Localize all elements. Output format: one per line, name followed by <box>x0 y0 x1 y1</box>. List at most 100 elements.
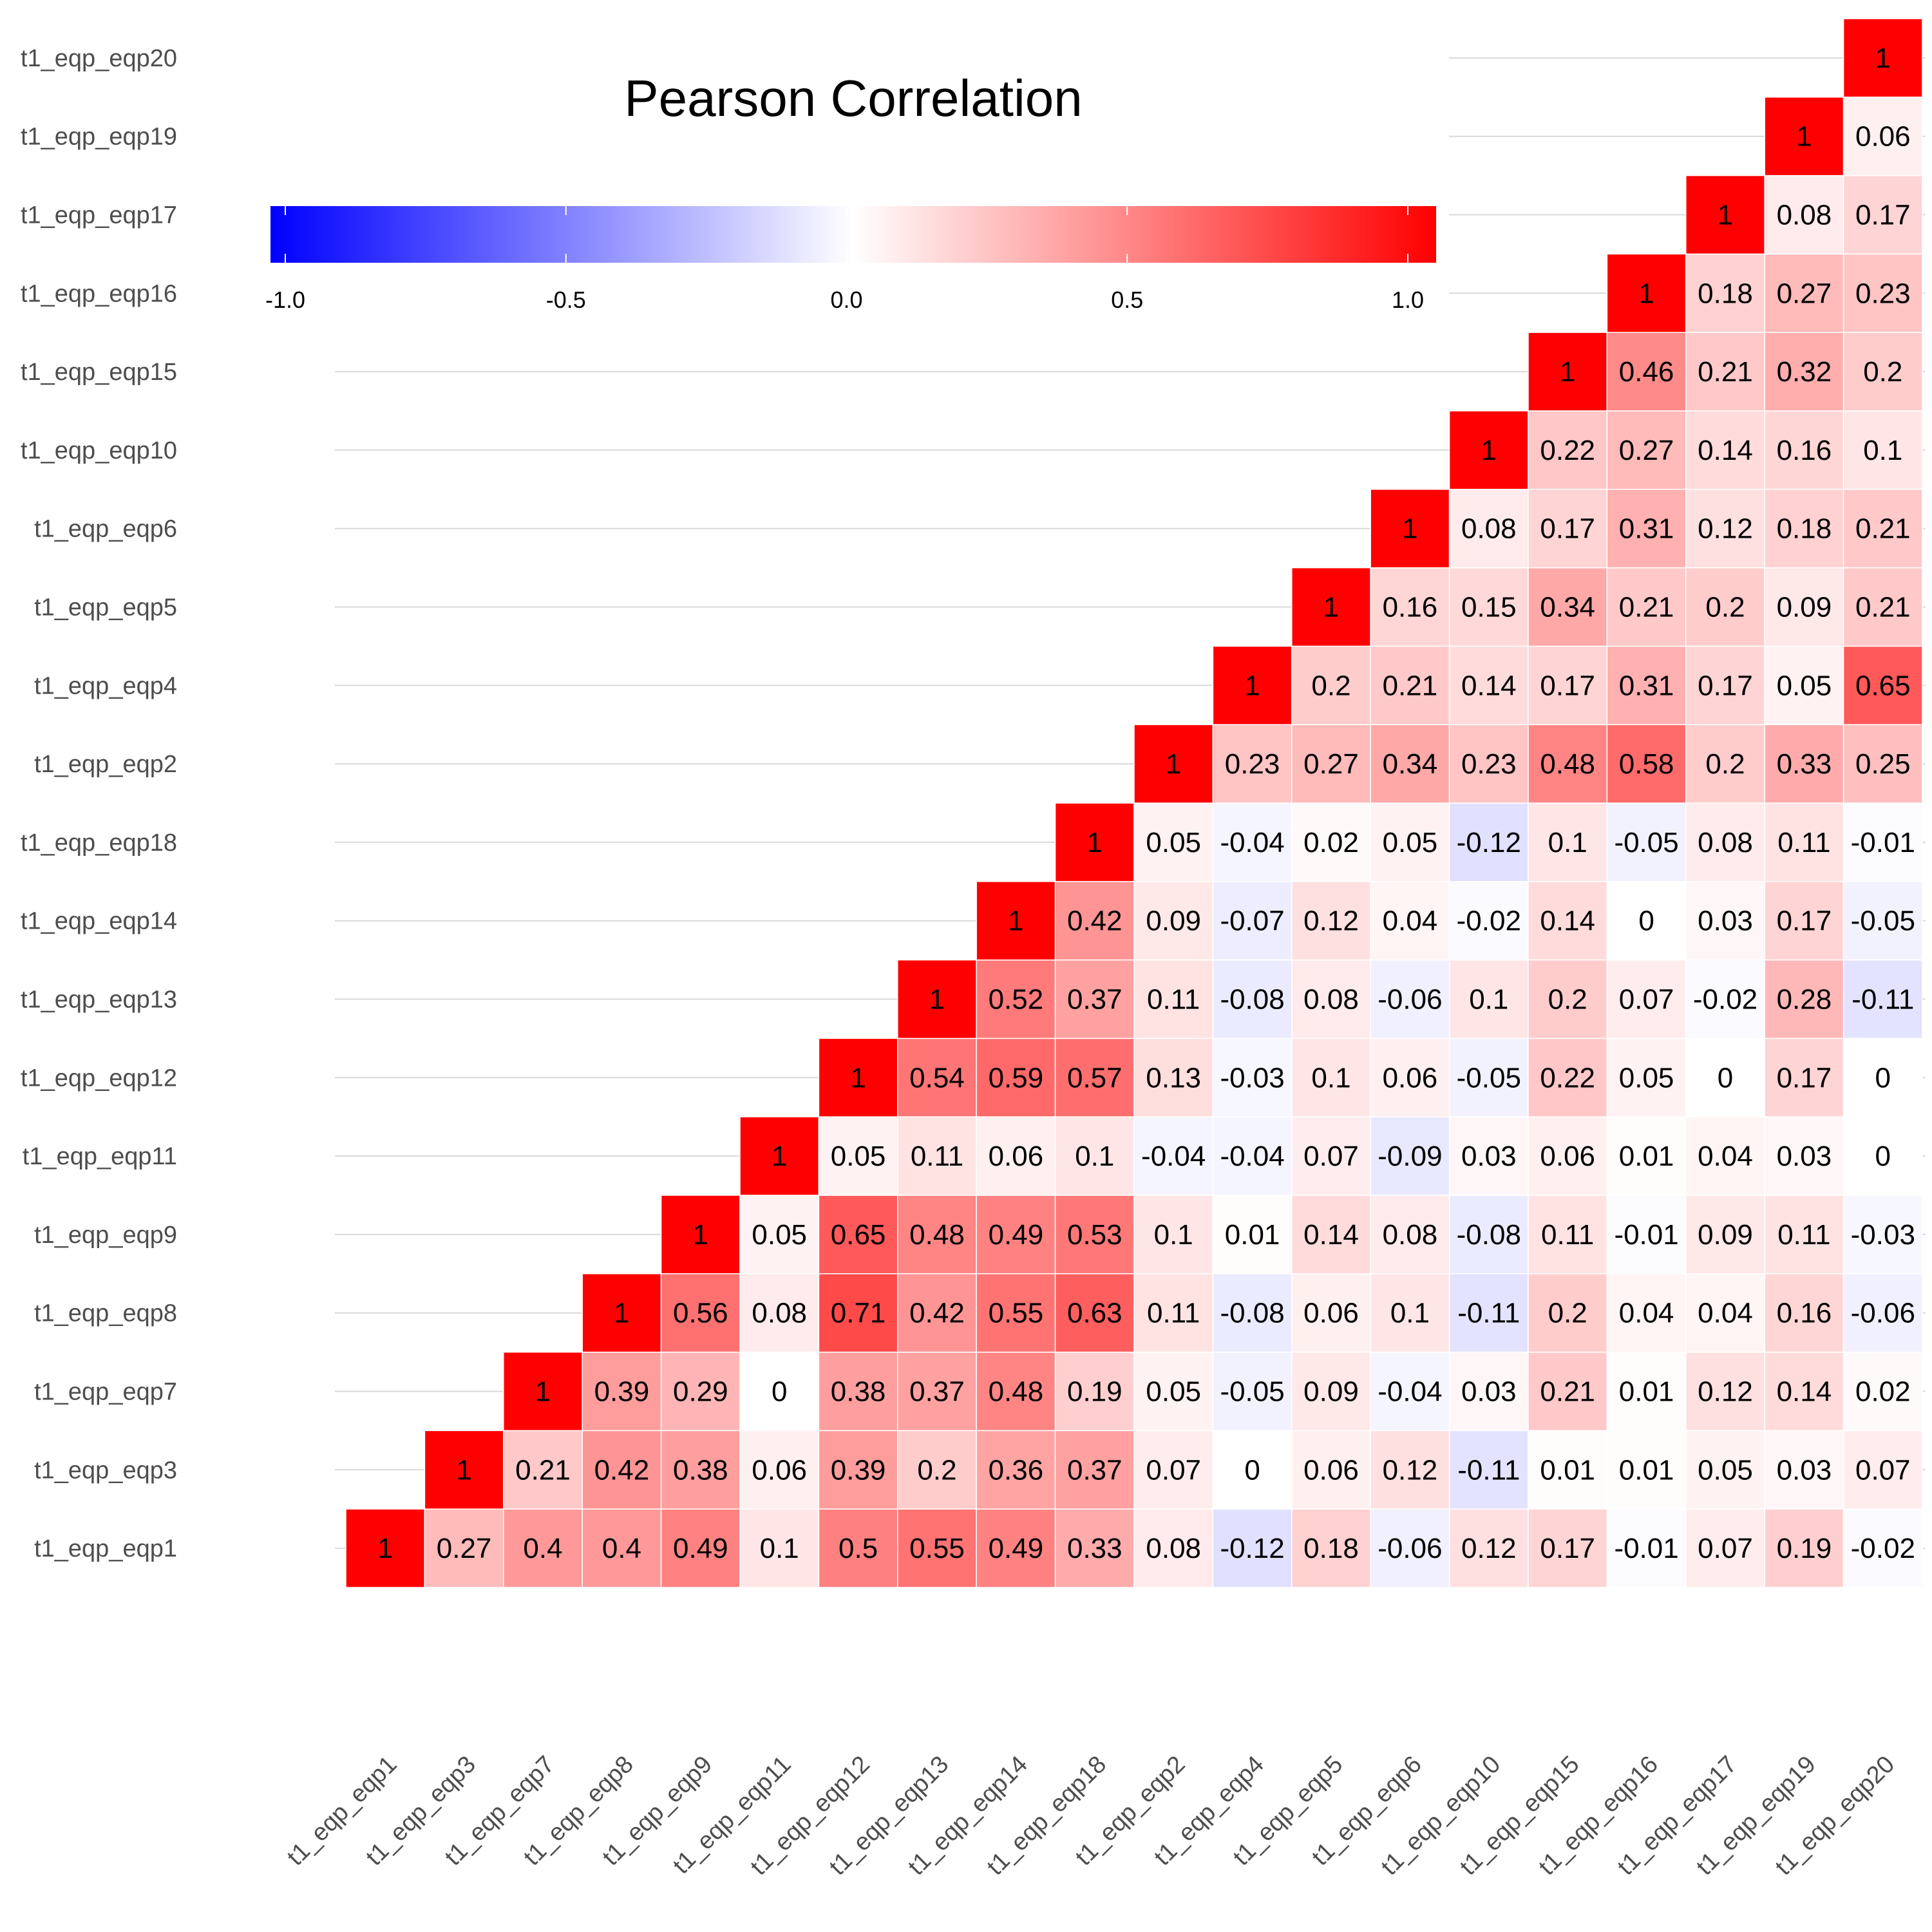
heatmap-cell-rect <box>1212 881 1293 961</box>
heatmap-cell-rect <box>1606 332 1687 412</box>
heatmap-cell: 0.05 <box>1133 1351 1214 1432</box>
heatmap-cell-rect <box>1685 1351 1765 1432</box>
heatmap-cell-rect <box>424 1430 504 1510</box>
heatmap-cell: 0.05 <box>1764 645 1844 725</box>
heatmap-cell: 0.48 <box>976 1351 1056 1432</box>
heatmap-cell-rect <box>1054 1273 1135 1353</box>
heatmap-cell-rect <box>1448 567 1529 647</box>
heatmap-cell: -0.02 <box>1685 959 1765 1039</box>
heatmap-cell: 0.65 <box>1842 645 1923 725</box>
cell-value-label: 0.23 <box>1855 278 1911 309</box>
cell-value-label: 0.21 <box>1698 356 1753 388</box>
heatmap-cell: 0.2 <box>1528 1273 1608 1353</box>
legend-tick-label: -1.0 <box>265 287 305 313</box>
cell-value-label: 0.23 <box>1461 748 1517 780</box>
cell-value-label: 0 <box>1718 1062 1733 1094</box>
cell-value-label: 0.04 <box>1698 1141 1753 1172</box>
cell-value-label: -0.06 <box>1378 984 1442 1016</box>
cell-value-label: 0.11 <box>911 1141 963 1172</box>
cell-value-label: 0.38 <box>673 1454 728 1486</box>
heatmap-cell-rect <box>1842 645 1923 725</box>
heatmap-cell-rect <box>1842 175 1923 255</box>
cell-value-label: 0.05 <box>1146 1376 1201 1408</box>
cell-value-label: 0.05 <box>1777 670 1832 701</box>
heatmap-cell: 0.03 <box>1448 1116 1529 1196</box>
heatmap-cell: 0.06 <box>1528 1116 1608 1196</box>
cell-value-label: 0.1 <box>1469 984 1508 1016</box>
heatmap-cell: 0.53 <box>1054 1195 1135 1274</box>
cell-value-label: 0.05 <box>1146 827 1201 858</box>
cell-value-label: 0.11 <box>1541 1219 1594 1251</box>
cell-value-label: 0.48 <box>989 1376 1044 1408</box>
cell-value-label: 0.06 <box>752 1454 807 1486</box>
cell-value-label: 0.03 <box>1777 1454 1832 1486</box>
heatmap-cell: 0.19 <box>1054 1351 1135 1432</box>
heatmap-cell-rect <box>1842 1195 1923 1274</box>
heatmap-cell: 1 <box>1528 332 1608 412</box>
heatmap-cell: 1 <box>818 1037 898 1117</box>
heatmap-cell: 1 <box>1448 410 1529 490</box>
heatmap-cell: 0.04 <box>1370 881 1450 961</box>
heatmap-cell-rect <box>1212 1430 1293 1510</box>
cell-value-label: 1 <box>1718 200 1733 231</box>
cell-value-label: 0.15 <box>1461 592 1517 623</box>
cell-value-label: 0.08 <box>1461 513 1517 545</box>
cell-value-label: 0.02 <box>1303 827 1359 858</box>
heatmap-cell-rect <box>503 1508 583 1588</box>
cell-value-label: -0.04 <box>1378 1376 1442 1408</box>
heatmap-cell-rect <box>1685 489 1765 569</box>
cell-value-label: 1 <box>535 1376 551 1408</box>
heatmap-cell-rect <box>1685 1116 1765 1196</box>
cell-value-label: -0.02 <box>1693 984 1757 1016</box>
heatmap-cell: 0.27 <box>424 1508 504 1588</box>
heatmap-cell: 0.71 <box>818 1273 898 1353</box>
heatmap-cell: 0.54 <box>897 1037 977 1117</box>
heatmap-cell: 0.1 <box>1291 1037 1371 1117</box>
cell-value-label: -0.04 <box>1220 827 1284 858</box>
heatmap-cell: 0.04 <box>1606 1273 1687 1353</box>
y-tick-label: t1_eqp_eqp13 <box>21 987 177 1014</box>
heatmap-cell: 0.42 <box>897 1273 977 1353</box>
heatmap-cell-rect <box>818 1351 898 1432</box>
heatmap-cell-rect <box>1133 1351 1214 1432</box>
cell-value-label: 0.56 <box>673 1298 728 1329</box>
heatmap-cell-rect <box>1842 1273 1923 1353</box>
heatmap-cell: 0.4 <box>503 1508 583 1588</box>
heatmap-cell-rect <box>503 1351 583 1432</box>
cell-value-label: 0.31 <box>1619 670 1674 701</box>
heatmap-cell-rect <box>1842 18 1923 98</box>
heatmap-cell-rect <box>1448 1351 1529 1432</box>
heatmap-cell-rect <box>1606 1037 1687 1117</box>
heatmap-cell-rect <box>1054 1195 1135 1274</box>
heatmap-cell-rect <box>1528 1116 1608 1196</box>
cell-value-label: 0.1 <box>1075 1141 1114 1172</box>
heatmap-cell: 0.1 <box>1370 1273 1450 1353</box>
heatmap-cell: -0.03 <box>1842 1195 1923 1274</box>
heatmap-cell: 0.1 <box>1448 959 1529 1039</box>
heatmap-cell-rect <box>1448 1273 1529 1353</box>
cell-value-label: 0 <box>1875 1062 1891 1094</box>
cell-value-label: 0.17 <box>1540 513 1595 545</box>
heatmap-cell-rect <box>897 1351 977 1432</box>
cell-value-label: 0.22 <box>1540 1062 1595 1094</box>
heatmap-cell-rect <box>660 1508 741 1588</box>
heatmap-cell: -0.08 <box>1212 959 1293 1039</box>
heatmap-cell-rect <box>1133 1508 1214 1588</box>
cell-value-label: 0.04 <box>1619 1298 1674 1329</box>
heatmap-cell-rect <box>1291 1508 1371 1588</box>
heatmap-cell-rect <box>1448 1508 1529 1588</box>
heatmap-cell: -0.05 <box>1606 802 1687 882</box>
heatmap-cell: 0.49 <box>976 1508 1056 1588</box>
cell-value-label: 0.05 <box>1383 827 1438 858</box>
cell-value-label: 1 <box>1244 670 1260 701</box>
heatmap-cell: 0 <box>1842 1116 1923 1196</box>
heatmap-cell: 0.04 <box>1685 1273 1765 1353</box>
cell-value-label: -0.02 <box>1851 1533 1915 1564</box>
cell-value-label: 0.28 <box>1777 984 1832 1016</box>
y-tick-label: t1_eqp_eqp5 <box>34 594 177 621</box>
y-tick-label: t1_eqp_eqp1 <box>34 1535 177 1562</box>
heatmap-cell-rect <box>1212 1116 1293 1196</box>
cell-value-label: 0.65 <box>1855 670 1911 701</box>
heatmap-cell: 0 <box>1685 1037 1765 1117</box>
cell-value-label: 0.21 <box>1383 670 1438 701</box>
